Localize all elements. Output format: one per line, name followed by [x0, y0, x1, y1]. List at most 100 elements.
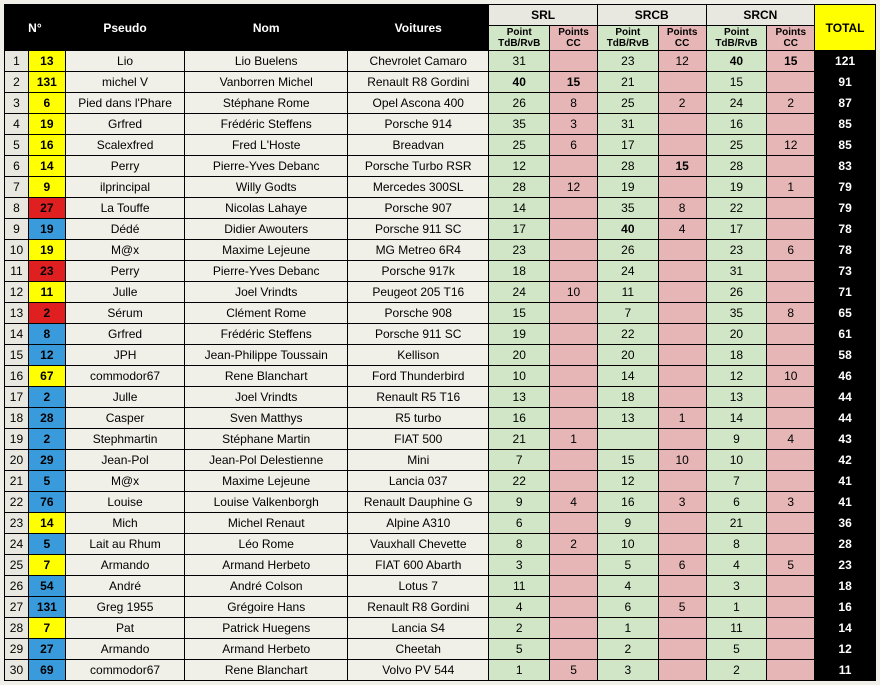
- table-row: 1667commodor67Rene BlanchartFord Thunder…: [5, 366, 876, 387]
- cell-rank: 25: [5, 555, 29, 576]
- cell-nom: Grégoire Hans: [185, 597, 348, 618]
- cell-srcn-cc: [767, 219, 815, 240]
- cell-srcb-pt: 22: [597, 324, 658, 345]
- cell-num: 76: [28, 492, 65, 513]
- table-row: 614PerryPierre-Yves DebancPorsche Turbo …: [5, 156, 876, 177]
- cell-srcn-cc: [767, 513, 815, 534]
- cell-srcb-pt: 4: [597, 576, 658, 597]
- cell-total: 11: [815, 660, 876, 681]
- cell-total: 73: [815, 261, 876, 282]
- cell-total: 18: [815, 576, 876, 597]
- cell-srcb-pt: 26: [597, 240, 658, 261]
- cell-nom: Jean-Pol Delestienne: [185, 450, 348, 471]
- cell-srl-pt: 35: [489, 114, 550, 135]
- cell-srcn-cc: 1: [767, 177, 815, 198]
- cell-rank: 12: [5, 282, 29, 303]
- cell-srcn-cc: [767, 408, 815, 429]
- hdr-nom: Nom: [185, 5, 348, 51]
- cell-pseudo: Grfred: [65, 324, 184, 345]
- cell-total: 61: [815, 324, 876, 345]
- cell-srl-pt: 25: [489, 135, 550, 156]
- cell-nom: Stéphane Martin: [185, 429, 348, 450]
- cell-num: 19: [28, 114, 65, 135]
- cell-srcn-pt: 2: [706, 660, 767, 681]
- cell-rank: 21: [5, 471, 29, 492]
- hdr-srcb-cc: Points CC: [658, 26, 706, 51]
- cell-voit: R5 turbo: [348, 408, 489, 429]
- cell-srl-cc: [550, 198, 598, 219]
- cell-rank: 23: [5, 513, 29, 534]
- cell-srl-cc: 8: [550, 93, 598, 114]
- table-row: 2276LouiseLouise ValkenborghRenault Daup…: [5, 492, 876, 513]
- cell-srcn-cc: 6: [767, 240, 815, 261]
- cell-srl-pt: 7: [489, 450, 550, 471]
- cell-total: 79: [815, 198, 876, 219]
- cell-srcb-pt: 7: [597, 303, 658, 324]
- cell-rank: 3: [5, 93, 29, 114]
- cell-num: 23: [28, 261, 65, 282]
- table-row: 287PatPatrick HuegensLancia S4211114: [5, 618, 876, 639]
- cell-pseudo: Julle: [65, 387, 184, 408]
- cell-rank: 16: [5, 366, 29, 387]
- hdr-srl-pt: Point TdB/RvB: [489, 26, 550, 51]
- cell-voit: Mercedes 300SL: [348, 177, 489, 198]
- cell-num: 2: [28, 303, 65, 324]
- cell-srl-cc: 15: [550, 72, 598, 93]
- cell-srl-pt: 9: [489, 492, 550, 513]
- cell-srcn-pt: 22: [706, 198, 767, 219]
- cell-num: 14: [28, 156, 65, 177]
- cell-voit: Porsche 908: [348, 303, 489, 324]
- cell-srcb-cc: [658, 324, 706, 345]
- table-row: 132SérumClément RomePorsche 90815735865: [5, 303, 876, 324]
- cell-rank: 5: [5, 135, 29, 156]
- cell-srcn-pt: 5: [706, 639, 767, 660]
- cell-nom: Didier Awouters: [185, 219, 348, 240]
- cell-srcb-cc: 1: [658, 408, 706, 429]
- cell-srl-pt: 13: [489, 387, 550, 408]
- cell-nom: Willy Godts: [185, 177, 348, 198]
- cell-srcn-pt: 24: [706, 93, 767, 114]
- cell-srl-pt: 4: [489, 597, 550, 618]
- table-row: 172JulleJoel VrindtsRenault R5 T16131813…: [5, 387, 876, 408]
- table-row: 148GrfredFrédéric SteffensPorsche 911 SC…: [5, 324, 876, 345]
- cell-num: 54: [28, 576, 65, 597]
- cell-srl-cc: [550, 261, 598, 282]
- cell-voit: Chevrolet Camaro: [348, 51, 489, 72]
- cell-srcn-cc: 3: [767, 492, 815, 513]
- cell-voit: Porsche Turbo RSR: [348, 156, 489, 177]
- table-body: 113LioLio BuelensChevrolet Camaro3123124…: [5, 51, 876, 681]
- cell-srcn-cc: [767, 639, 815, 660]
- hdr-srcn-cc: Points CC: [767, 26, 815, 51]
- cell-total: 28: [815, 534, 876, 555]
- cell-pseudo: Perry: [65, 261, 184, 282]
- cell-srcn-cc: [767, 576, 815, 597]
- cell-srl-cc: [550, 408, 598, 429]
- cell-rank: 26: [5, 576, 29, 597]
- cell-srl-cc: [550, 450, 598, 471]
- cell-pseudo: Jean-Pol: [65, 450, 184, 471]
- table-row: 2314MichMichel RenautAlpine A310692136: [5, 513, 876, 534]
- cell-total: 42: [815, 450, 876, 471]
- cell-srl-cc: [550, 324, 598, 345]
- cell-srcb-cc: [658, 135, 706, 156]
- cell-srcb-cc: [658, 72, 706, 93]
- cell-pseudo: Grfred: [65, 114, 184, 135]
- cell-pseudo: Armando: [65, 555, 184, 576]
- cell-srcb-cc: [658, 240, 706, 261]
- cell-srcb-pt: 40: [597, 219, 658, 240]
- cell-srl-pt: 40: [489, 72, 550, 93]
- cell-srcn-pt: 16: [706, 114, 767, 135]
- cell-srcb-cc: 4: [658, 219, 706, 240]
- cell-num: 19: [28, 219, 65, 240]
- cell-rank: 15: [5, 345, 29, 366]
- cell-rank: 1: [5, 51, 29, 72]
- cell-srl-cc: [550, 219, 598, 240]
- cell-srcn-pt: 3: [706, 576, 767, 597]
- cell-srcn-pt: 9: [706, 429, 767, 450]
- cell-srcn-cc: [767, 114, 815, 135]
- cell-srl-cc: [550, 366, 598, 387]
- cell-srcn-pt: 31: [706, 261, 767, 282]
- cell-nom: Pierre-Yves Debanc: [185, 156, 348, 177]
- cell-rank: 29: [5, 639, 29, 660]
- cell-srcn-cc: 4: [767, 429, 815, 450]
